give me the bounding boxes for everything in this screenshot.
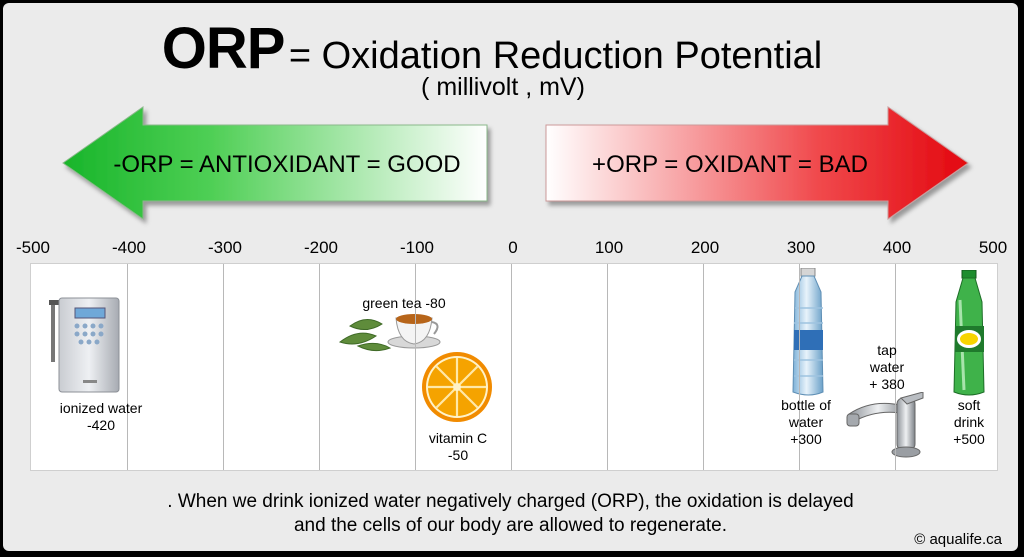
gridline [223, 264, 224, 470]
item-label: vitamin C -50 [428, 430, 488, 463]
page-title: ORP = Oxidation Reduction Potential [3, 15, 981, 82]
orp-scale-plot: ionized water -420 green tea -80 vitamin C… [30, 263, 998, 471]
oxidant-arrow [545, 106, 969, 220]
gridline [511, 264, 512, 470]
item-label: green tea -80 [362, 295, 446, 311]
gridline [415, 264, 416, 470]
footer-line-2: and the cells of our body are allowed to… [293, 515, 728, 536]
item-label: bottle of water +300 [781, 397, 831, 447]
tick-label: -400 [111, 238, 147, 257]
green-tea-icon [338, 314, 441, 352]
tick-label: -200 [303, 238, 339, 257]
item-label: soft drink +500 [953, 397, 985, 447]
gridline [607, 264, 608, 470]
copyright: © aqualife.ca [914, 531, 1002, 548]
tick-label: 100 [594, 238, 624, 257]
item-label: tap water + 380 [869, 342, 905, 392]
gridline [895, 264, 896, 470]
footer-note: . When we drink ionized water negatively… [3, 490, 1018, 538]
oxidant-label: +ORP = OXIDANT = BAD [592, 151, 868, 178]
arrows-graphic: -ORP = ANTIOXIDANT = GOOD +ORP = OXIDANT… [62, 106, 969, 220]
gridline [703, 264, 704, 470]
tick-label: 500 [978, 238, 1008, 257]
infographic-frame: ORP = Oxidation Reduction Potential ( mi… [3, 3, 1018, 551]
tick-label: 0 [508, 238, 518, 257]
tick-label: -100 [399, 238, 435, 257]
title-abbreviation: ORP [161, 16, 286, 81]
gridline [319, 264, 320, 470]
water-bottle-icon [792, 268, 824, 396]
faucet-icon [846, 392, 924, 458]
title-expansion: = Oxidation Reduction Potential [288, 35, 823, 77]
unit-subtitle: ( millivolt , mV) [421, 73, 585, 101]
water-ionizer-icon [49, 297, 120, 393]
tick-label: -300 [207, 238, 243, 257]
tick-label: 400 [882, 238, 912, 257]
soda-bottle-icon [953, 270, 985, 396]
tick-label: 200 [690, 238, 720, 257]
orange-slice-icon [422, 352, 492, 422]
antioxidant-arrow [62, 106, 488, 220]
gridline [799, 264, 800, 470]
item-label: ionized water -420 [59, 400, 143, 433]
tick-label: 300 [786, 238, 816, 257]
footer-line-1: . When we drink ionized water negatively… [167, 491, 854, 512]
antioxidant-label: -ORP = ANTIOXIDANT = GOOD [113, 151, 460, 178]
tick-label: -500 [15, 238, 51, 257]
gridline [127, 264, 128, 470]
